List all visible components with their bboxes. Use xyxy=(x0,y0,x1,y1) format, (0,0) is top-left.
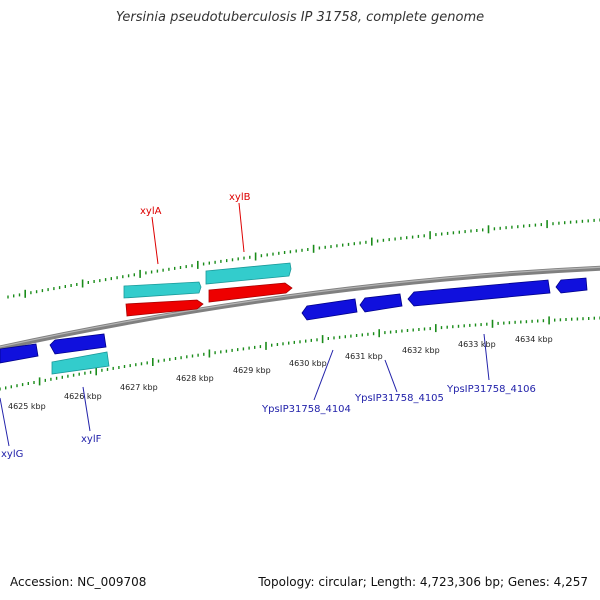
scale-label: 4633 kbp xyxy=(458,340,496,349)
gene-xylB[interactable] xyxy=(205,262,293,303)
scale-label: 4630 kbp xyxy=(289,359,327,368)
g4105-leader xyxy=(384,359,398,393)
genome-summary-text: Topology: circular; Length: 4,723,306 bp… xyxy=(258,575,588,589)
genome-backbone-highlight xyxy=(0,266,600,348)
g4106-leader xyxy=(483,333,490,381)
g4104-cds-arrow[interactable] xyxy=(301,298,358,321)
g4105-cds-arrow[interactable] xyxy=(359,293,403,313)
xylB-rna-arrow[interactable] xyxy=(205,262,292,285)
scale-label: 4628 kbp xyxy=(176,374,214,383)
scale-label: 4629 kbp xyxy=(233,366,271,375)
gene-cds-arrow-right-edge[interactable] xyxy=(555,277,588,294)
xylA-rna-arrow[interactable] xyxy=(123,281,202,299)
map-title: Yersinia pseudotuberculosis IP 31758, co… xyxy=(115,10,485,25)
genome-backbone xyxy=(0,265,600,351)
g4104-leader xyxy=(313,349,334,401)
scale-label: 4634 kbp xyxy=(515,335,553,344)
gene-label-xylA[interactable]: xylA xyxy=(140,206,162,217)
xylG-cds-arrow[interactable] xyxy=(0,343,39,364)
xylF-rna-arrow[interactable] xyxy=(51,351,110,375)
gene-label-4105[interactable]: YpsIP31758_4105 xyxy=(354,393,444,404)
scale-label: 4631 kbp xyxy=(345,352,383,361)
scale-label: 4626 kbp xyxy=(64,392,102,401)
gene-label-4104[interactable]: YpsIP31758_4104 xyxy=(261,404,351,415)
gene-label-xylG[interactable]: xylG xyxy=(1,449,23,460)
accession-text: Accession: NC_009708 xyxy=(10,575,147,589)
scale-label: 4632 kbp xyxy=(402,346,440,355)
gene-label-4106[interactable]: YpsIP31758_4106 xyxy=(446,384,536,395)
gene-label-xylB[interactable]: xylB xyxy=(229,192,251,203)
gene-xylA[interactable] xyxy=(123,281,204,317)
reverse-tick-track xyxy=(0,316,600,391)
xylA-leader xyxy=(151,216,159,265)
gene-label-xylF[interactable]: xylF xyxy=(81,434,102,445)
scale-label: 4625 kbp xyxy=(8,402,46,411)
xylG-leader xyxy=(0,397,10,447)
xylB-cds-arrow[interactable] xyxy=(208,282,293,303)
scale-label: 4627 kbp xyxy=(120,383,158,392)
g4106-cds-arrow[interactable] xyxy=(407,279,551,307)
xylF-cds-arrow[interactable] xyxy=(49,333,107,355)
xylB-leader xyxy=(238,202,245,253)
forward-tick-track xyxy=(7,218,600,299)
xylA-cds-arrow[interactable] xyxy=(125,299,204,317)
xylF-leader xyxy=(82,386,91,432)
